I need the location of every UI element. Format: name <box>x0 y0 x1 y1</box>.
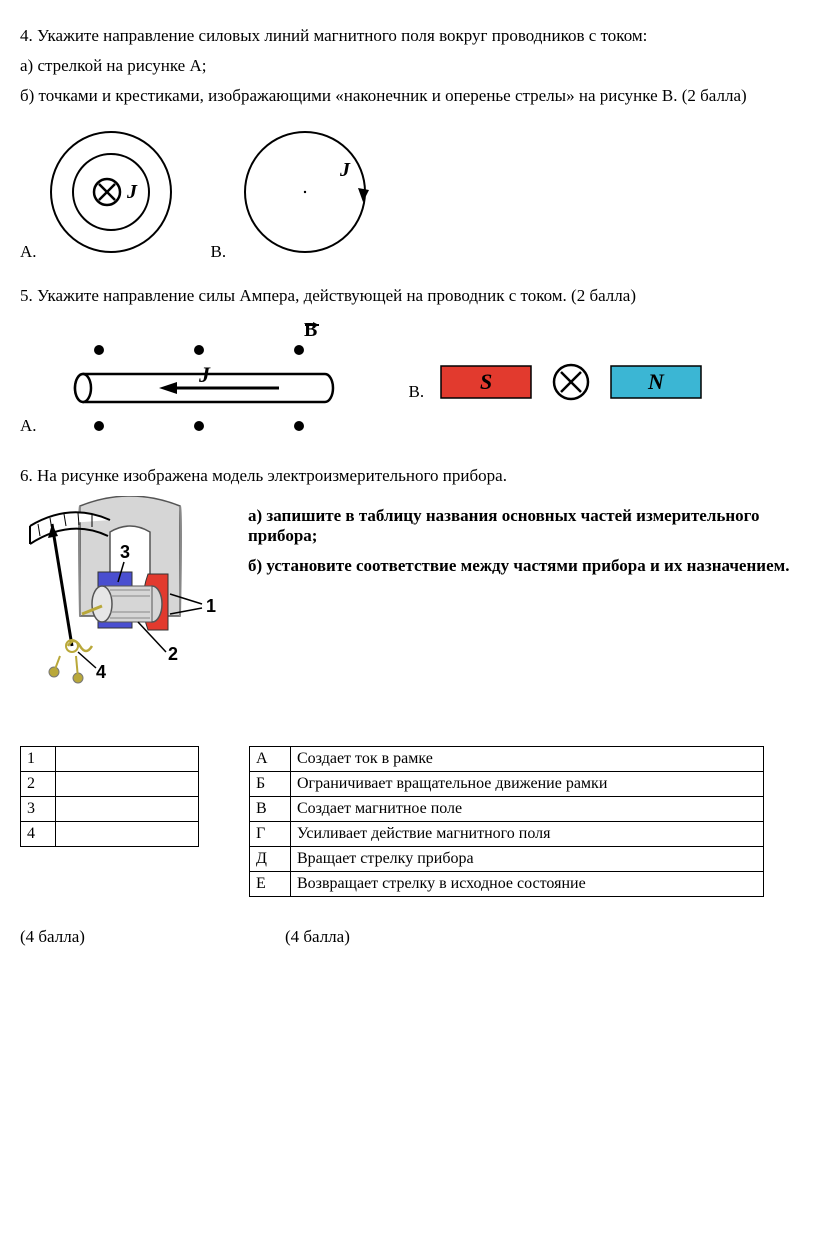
q4-title: 4. Укажите направление силовых линий маг… <box>20 26 796 46</box>
q4-figure-b-svg: J <box>230 122 380 262</box>
q5-figure-b-svg: S N <box>436 352 716 412</box>
cell <box>56 747 199 772</box>
cell: Г <box>250 822 291 847</box>
cell: Создает ток в рамке <box>291 747 764 772</box>
q4-b-j-label: J <box>339 159 351 181</box>
q6-lbl-4: 4 <box>96 662 106 682</box>
cell: Б <box>250 772 291 797</box>
table-functions: АСоздает ток в рамке БОграничивает враща… <box>249 746 764 897</box>
q5-label-a: A. <box>20 416 37 436</box>
q6-a: а) запишите в таблицу названия основных … <box>248 506 796 546</box>
score-1: (4 балла) <box>20 927 85 947</box>
q6-lbl-3: 3 <box>120 542 130 562</box>
table-row: 1 <box>21 747 199 772</box>
cell: 3 <box>21 797 56 822</box>
cell: 1 <box>21 747 56 772</box>
q6-b: б) установите соответствие между частями… <box>248 556 796 576</box>
table-row: 4 <box>21 822 199 847</box>
cell: 2 <box>21 772 56 797</box>
q6-lbl-1: 1 <box>206 596 216 616</box>
q5-a-j-label: J <box>198 362 211 387</box>
q4-figures: А. J В. J <box>20 122 796 262</box>
table-row: БОграничивает вращательное движение рамк… <box>250 772 764 797</box>
q4-a-j-label: J <box>126 181 138 203</box>
cell: А <box>250 747 291 772</box>
score-2: (4 балла) <box>285 927 350 947</box>
cell: Е <box>250 872 291 897</box>
table-row: ГУсиливает действие магнитного поля <box>250 822 764 847</box>
cell: Усиливает действие магнитного поля <box>291 822 764 847</box>
cell <box>56 772 199 797</box>
table-row: ДВращает стрелку прибора <box>250 847 764 872</box>
q5-figure-a-svg: B J <box>49 322 349 442</box>
q6-device-svg: 3 1 2 4 <box>20 496 230 706</box>
q6-lbl-2: 2 <box>168 644 178 664</box>
q5-label-b: B. <box>409 382 425 402</box>
table-row: 3 <box>21 797 199 822</box>
q4-label-b: В. <box>211 242 227 262</box>
cell <box>56 822 199 847</box>
table-row: 2 <box>21 772 199 797</box>
table-row: ЕВозвращает стрелку в исходное состояние <box>250 872 764 897</box>
q4-figure-a-svg: J <box>41 122 181 262</box>
q5-title: 5. Укажите направление силы Ампера, дейс… <box>20 286 796 306</box>
table-row: ВСоздает магнитное поле <box>250 797 764 822</box>
cell: Ограничивает вращательное движение рамки <box>291 772 764 797</box>
q4-b: б) точками и крестиками, изображающими «… <box>20 86 796 106</box>
cell: Создает магнитное поле <box>291 797 764 822</box>
cell: Возвращает стрелку в исходное состояние <box>291 872 764 897</box>
q5-magnet-n: N <box>647 369 665 394</box>
q6-title: 6. На рисунке изображена модель электрои… <box>20 466 796 486</box>
cell <box>56 797 199 822</box>
cell: Д <box>250 847 291 872</box>
table-parts: 1 2 3 4 <box>20 746 199 847</box>
cell: 4 <box>21 822 56 847</box>
q5-figures: A. B J B. S <box>20 322 796 442</box>
q5-magnet-s: S <box>480 369 492 394</box>
table-row: АСоздает ток в рамке <box>250 747 764 772</box>
cell: Вращает стрелку прибора <box>291 847 764 872</box>
q6-tables: 1 2 3 4 АСоздает ток в рамке БОграничива… <box>20 746 796 897</box>
q4-a: а) стрелкой на рисунке А; <box>20 56 796 76</box>
q4-label-a: А. <box>20 242 37 262</box>
cell: В <box>250 797 291 822</box>
